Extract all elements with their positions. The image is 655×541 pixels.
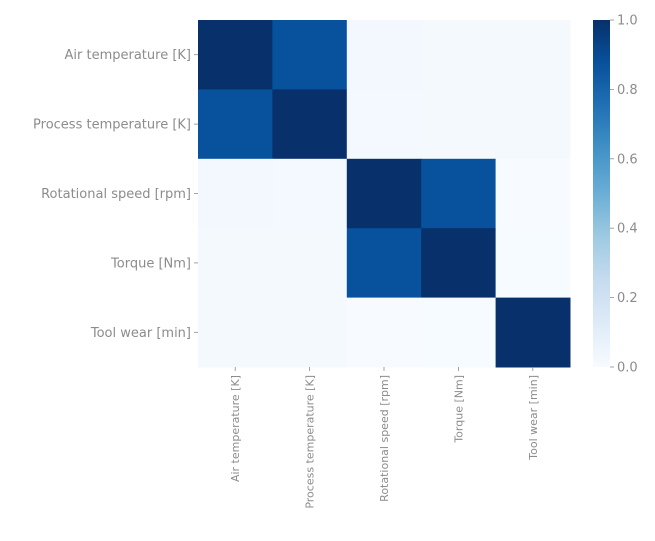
x-tick-label: Process temperature [K]	[304, 375, 317, 509]
colorbar-tick-label: 0.2	[617, 291, 638, 306]
heatmap-cell	[346, 228, 422, 299]
heatmap-cell	[421, 158, 497, 229]
heatmap-cell	[198, 158, 273, 229]
heatmap-cell	[346, 20, 422, 90]
heatmap-cells	[198, 20, 571, 368]
colorbar: 0.0 0.2 0.4 0.6 0.8 1.0	[593, 14, 638, 376]
y-tick-label: Tool wear [min]	[90, 326, 191, 341]
y-tick-label: Rotational speed [rpm]	[41, 187, 191, 202]
heatmap-cell	[272, 89, 348, 160]
colorbar-tick-label: 0.4	[617, 222, 638, 237]
colorbar-gradient	[593, 20, 610, 367]
x-tick-label: Rotational speed [rpm]	[378, 375, 391, 502]
heatmap-cell	[198, 20, 273, 90]
heatmap-cell	[495, 228, 571, 299]
x-tick-label: Tool wear [min]	[527, 375, 540, 461]
heatmap-cell	[421, 20, 497, 90]
x-axis-labels: Air temperature [K] Process temperature […	[229, 367, 540, 509]
heatmap-cell	[421, 228, 497, 299]
heatmap-cell	[421, 89, 497, 160]
heatmap-cell	[272, 228, 348, 299]
heatmap-cell	[198, 89, 273, 160]
heatmap-cell	[495, 297, 571, 368]
heatmap-cell	[495, 89, 571, 160]
colorbar-tick-label: 1.0	[617, 14, 638, 29]
y-tick-label: Air temperature [K]	[65, 48, 192, 63]
heatmap-cell	[346, 89, 422, 160]
x-tick-label: Torque [Nm]	[452, 375, 465, 444]
colorbar-tick-label: 0.6	[617, 152, 638, 167]
heatmap-cell	[495, 158, 571, 229]
heatmap-cell	[346, 297, 422, 368]
heatmap-cell	[272, 20, 348, 90]
heatmap-cell	[495, 20, 571, 90]
x-tick-label: Air temperature [K]	[229, 375, 242, 482]
y-tick-label: Torque [Nm]	[110, 256, 191, 271]
heatmap-cell	[198, 228, 273, 299]
heatmap-cell	[272, 158, 348, 229]
y-tick-label: Process temperature [K]	[33, 118, 191, 133]
heatmap-cell	[346, 158, 422, 229]
heatmap-cell	[198, 297, 273, 368]
y-axis-labels: Air temperature [K] Process temperature […	[33, 48, 198, 341]
heatmap-cell	[421, 297, 497, 368]
colorbar-tick-label: 0.0	[617, 361, 638, 376]
colorbar-tick-label: 0.8	[617, 83, 638, 98]
heatmap-cell	[272, 297, 348, 368]
